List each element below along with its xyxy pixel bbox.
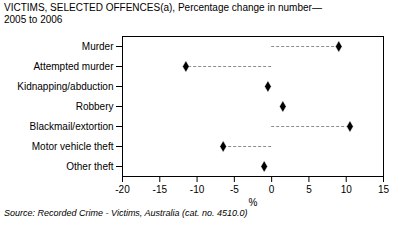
- svg-text:Attempted murder: Attempted murder: [33, 61, 114, 72]
- svg-text:%: %: [249, 197, 258, 208]
- svg-text:-15: -15: [153, 184, 168, 195]
- svg-text:15: 15: [378, 184, 390, 195]
- svg-text:0: 0: [269, 184, 275, 195]
- svg-text:Robbery: Robbery: [76, 101, 114, 112]
- svg-text:10: 10: [341, 184, 353, 195]
- svg-text:Murder: Murder: [82, 41, 114, 52]
- svg-text:Blackmail/extortion: Blackmail/extortion: [30, 121, 114, 132]
- svg-text:5: 5: [306, 184, 312, 195]
- html-text:2005 to 2006: 2005 to 2006: [4, 14, 63, 25]
- html-text:VICTIMS, SELECTED OFFENCES(a),: VICTIMS, SELECTED OFFENCES(a), Percentag…: [4, 2, 322, 13]
- svg-text:-10: -10: [190, 184, 205, 195]
- svg-text:-20: -20: [115, 184, 130, 195]
- svg-text:Other theft: Other theft: [66, 161, 113, 172]
- svg-text:Motor vehicle theft: Motor vehicle theft: [32, 141, 114, 152]
- svg-text:Kidnapping/abduction: Kidnapping/abduction: [17, 81, 113, 92]
- svg-text:-5: -5: [230, 184, 239, 195]
- html-text:Source: Recorded Crime - Victi: Source: Recorded Crime - Victims, Austra…: [4, 208, 248, 218]
